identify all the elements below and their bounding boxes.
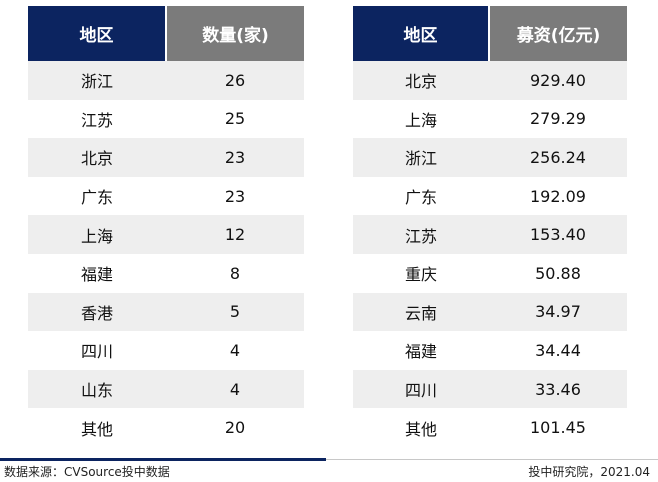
value-cell: 50.88 — [489, 253, 627, 293]
credit-note: 投中研究院，2021.04 — [528, 465, 650, 479]
table-row: 广东 192.09 — [353, 176, 627, 216]
value-cell: 4 — [166, 369, 304, 409]
region-cell: 四川 — [353, 369, 489, 409]
region-cell: 广东 — [353, 176, 489, 216]
footer-divider-accent — [0, 458, 326, 461]
footer-divider — [326, 459, 658, 460]
table-row: 四川 4 — [28, 331, 304, 370]
value-cell: 929.40 — [489, 61, 627, 100]
table-row: 福建 34.44 — [353, 331, 627, 370]
region-cell: 上海 — [353, 99, 489, 139]
left-table: 地区 数量(家) 浙江 26 江苏 25 北京 23 广东 23 上海 12 福建 8 香港 5 四川 4 山东… — [28, 6, 304, 447]
value-cell: 23 — [166, 176, 304, 216]
value-cell: 101.45 — [489, 408, 627, 447]
value-cell: 33.46 — [489, 369, 627, 409]
value-cell: 20 — [166, 408, 304, 447]
region-cell: 重庆 — [353, 253, 489, 293]
value-cell: 153.40 — [489, 215, 627, 254]
table-header-row: 地区 募资(亿元) — [353, 6, 627, 61]
table-row: 四川 33.46 — [353, 369, 627, 409]
value-cell: 4 — [166, 331, 304, 370]
table-row: 浙江 256.24 — [353, 138, 627, 177]
left-table-body: 浙江 26 江苏 25 北京 23 广东 23 上海 12 福建 8 香港 5 四川 4 山东 4 其他 20 — [28, 61, 304, 447]
region-cell: 山东 — [28, 369, 166, 409]
region-cell: 福建 — [28, 253, 166, 293]
table-row: 广东 23 — [28, 176, 304, 216]
region-cell: 其他 — [353, 408, 489, 447]
table-row: 上海 279.29 — [353, 99, 627, 139]
value-cell: 26 — [166, 61, 304, 100]
table-row: 江苏 25 — [28, 99, 304, 139]
value-cell: 8 — [166, 253, 304, 293]
value-cell: 256.24 — [489, 138, 627, 177]
column-header-count: 数量(家) — [165, 6, 304, 61]
table-header-row: 地区 数量(家) — [28, 6, 304, 61]
value-cell: 279.29 — [489, 99, 627, 139]
table-row: 云南 34.97 — [353, 292, 627, 332]
table-row: 山东 4 — [28, 369, 304, 409]
column-header-region: 地区 — [28, 6, 166, 61]
right-table-body: 北京 929.40 上海 279.29 浙江 256.24 广东 192.09 江苏 153.40… — [353, 61, 627, 447]
table-row: 其他 20 — [28, 408, 304, 447]
table-row: 江苏 153.40 — [353, 215, 627, 254]
region-cell: 云南 — [353, 292, 489, 332]
value-cell: 34.44 — [489, 331, 627, 370]
region-cell: 四川 — [28, 331, 166, 370]
region-cell: 江苏 — [353, 215, 489, 254]
region-cell: 浙江 — [28, 61, 166, 100]
region-cell: 北京 — [28, 138, 166, 177]
value-cell: 23 — [166, 138, 304, 177]
region-cell: 北京 — [353, 61, 489, 100]
right-table: 地区 募资(亿元) 北京 929.40 上海 279.29 浙江 256.24 广东 192.… — [353, 6, 627, 447]
value-cell: 5 — [166, 292, 304, 332]
table-row: 重庆 50.88 — [353, 253, 627, 293]
value-cell: 192.09 — [489, 176, 627, 216]
column-header-funds: 募资(亿元) — [488, 6, 627, 61]
value-cell: 12 — [166, 215, 304, 254]
region-cell: 江苏 — [28, 99, 166, 139]
table-row: 香港 5 — [28, 292, 304, 332]
value-cell: 34.97 — [489, 292, 627, 332]
table-row: 浙江 26 — [28, 61, 304, 100]
column-header-region: 地区 — [353, 6, 489, 61]
region-cell: 香港 — [28, 292, 166, 332]
source-note: 数据来源：CVSource投中数据 — [4, 465, 170, 479]
table-row: 上海 12 — [28, 215, 304, 254]
region-cell: 其他 — [28, 408, 166, 447]
region-cell: 福建 — [353, 331, 489, 370]
table-row: 北京 929.40 — [353, 61, 627, 100]
table-row: 福建 8 — [28, 253, 304, 293]
value-cell: 25 — [166, 99, 304, 139]
region-cell: 广东 — [28, 176, 166, 216]
region-cell: 浙江 — [353, 138, 489, 177]
region-cell: 上海 — [28, 215, 166, 254]
table-row: 其他 101.45 — [353, 408, 627, 447]
table-row: 北京 23 — [28, 138, 304, 177]
